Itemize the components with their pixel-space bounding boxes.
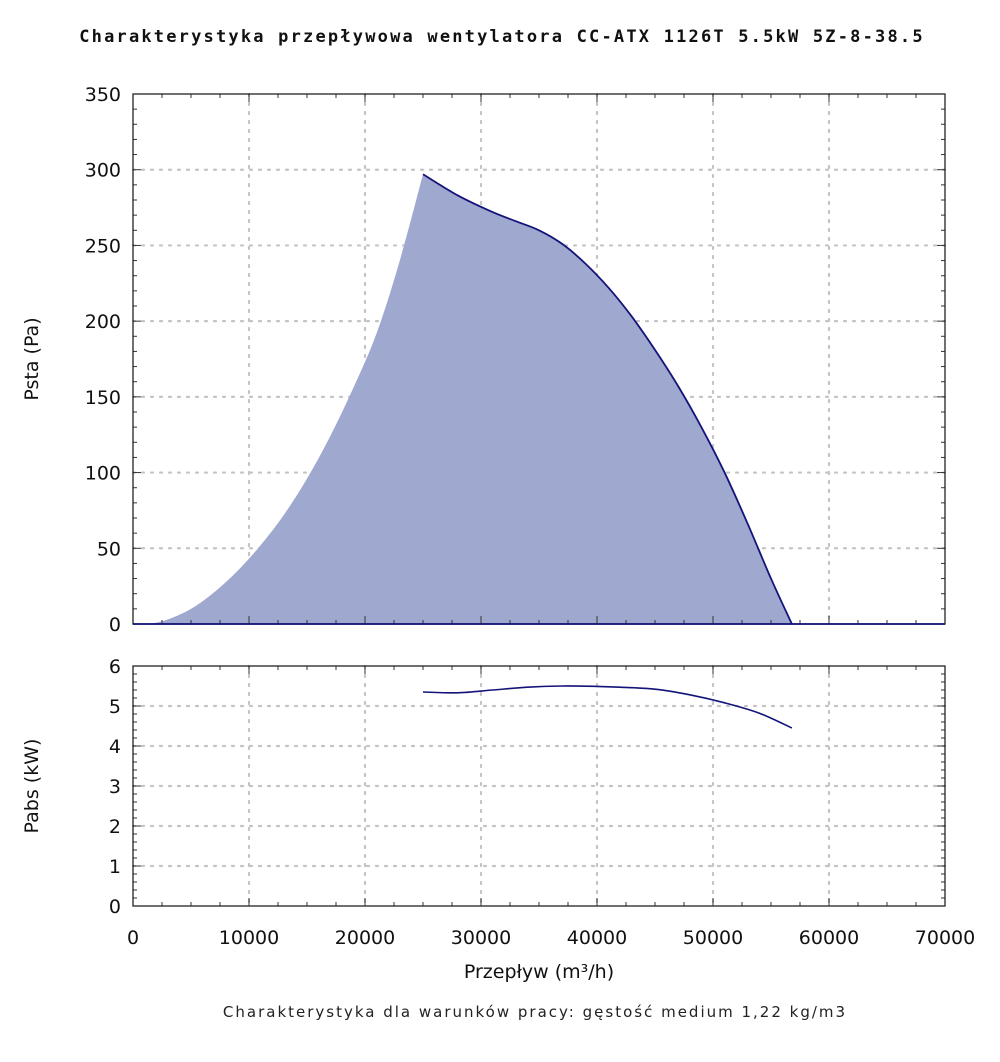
- power-y-tick-label: 0: [109, 896, 121, 918]
- pressure-y-tick-labels: 0 50 100 150 200 250 300 350: [85, 84, 121, 636]
- power-y-tick-label: 4: [109, 736, 121, 758]
- power-y-tick-label: 5: [109, 696, 121, 718]
- pressure-panel: 0 50 100 150 200 250 300 350 Psta (Pa): [21, 84, 947, 636]
- power-panel: 0 1 2 3 4 5 6 0 10000 20000 30000 40000 50000 60000 7…: [21, 656, 975, 983]
- chart-title: Charakterystyka przepływowa wentylatora …: [79, 27, 925, 47]
- pressure-y-tick-label: 200: [85, 311, 121, 333]
- pressure-curve-line: [422, 173, 793, 625]
- chart-footer-note: Charakterystyka dla warunków pracy: gęst…: [223, 1003, 847, 1021]
- x-tick-label: 60000: [799, 927, 859, 949]
- x-tick-label: 0: [127, 927, 139, 949]
- power-plot-frame: [132, 665, 946, 907]
- x-tick-label: 10000: [219, 927, 279, 949]
- power-y-axis-label: Pabs (kW): [21, 739, 43, 834]
- x-tick-label: 50000: [683, 927, 743, 949]
- x-tick-label: 20000: [335, 927, 395, 949]
- x-tick-label: 40000: [567, 927, 627, 949]
- pressure-y-tick-label: 350: [85, 84, 121, 106]
- power-grid: [131, 664, 947, 908]
- x-axis-label: Przepływ (m³/h): [464, 961, 614, 983]
- pressure-area-fill: [150, 174, 792, 624]
- pressure-y-tick-label: 50: [97, 538, 121, 560]
- pressure-y-tick-label: 300: [85, 160, 121, 182]
- pressure-y-tick-label: 0: [109, 614, 121, 636]
- power-y-tick-label: 3: [109, 776, 121, 798]
- pressure-y-tick-label: 250: [85, 235, 121, 257]
- pressure-y-tick-label: 100: [85, 463, 121, 485]
- power-y-tick-label: 1: [109, 856, 121, 878]
- x-tick-label: 30000: [451, 927, 511, 949]
- pressure-y-axis-label: Psta (Pa): [21, 317, 43, 400]
- pressure-y-tick-label: 150: [85, 387, 121, 409]
- power-y-tick-label: 6: [109, 656, 121, 678]
- power-curve-line: [422, 685, 793, 729]
- power-y-tick-label: 2: [109, 816, 121, 838]
- x-tick-label: 70000: [915, 927, 975, 949]
- x-tick-labels: 0 10000 20000 30000 40000 50000 60000 70000: [127, 927, 975, 949]
- power-y-tick-labels: 0 1 2 3 4 5 6: [109, 656, 121, 918]
